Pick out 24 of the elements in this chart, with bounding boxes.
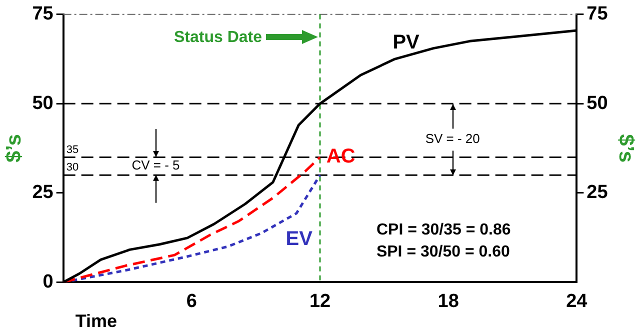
y-tick-label: 0 <box>42 271 54 292</box>
x-axis-title: Time <box>75 310 118 331</box>
x-tick-label: 18 <box>438 290 459 312</box>
y2-tick-label: 25 <box>586 182 608 204</box>
series-label: PV <box>392 31 420 54</box>
ref-line-label: Status Date <box>174 28 262 46</box>
y-tick-label: 50 <box>32 92 54 114</box>
ref-line-label: 30 <box>66 162 79 174</box>
y-axis-title: $’s <box>2 134 26 163</box>
x-tick-label: 6 <box>186 290 197 312</box>
y-tick-label: 75 <box>32 4 54 25</box>
annotation: SPI = 30/50 = 0.60 <box>376 244 510 261</box>
series-label: EV <box>286 228 314 250</box>
ref-line-label: 35 <box>66 144 79 156</box>
annotation: CPI = 30/35 = 0.86 <box>376 222 511 239</box>
x-tick-label: 12 <box>309 290 331 312</box>
y2-axis-title: $’s <box>614 134 638 163</box>
y2-tick-label: 75 <box>586 4 608 25</box>
y2-tick-label: 50 <box>586 92 608 114</box>
annotation: SV = - 20 <box>425 130 480 146</box>
annotation: CV = - 5 <box>132 158 180 173</box>
x-tick-label: 24 <box>566 290 588 312</box>
series-label: AC <box>326 146 356 168</box>
y-tick-label: 25 <box>32 182 54 204</box>
